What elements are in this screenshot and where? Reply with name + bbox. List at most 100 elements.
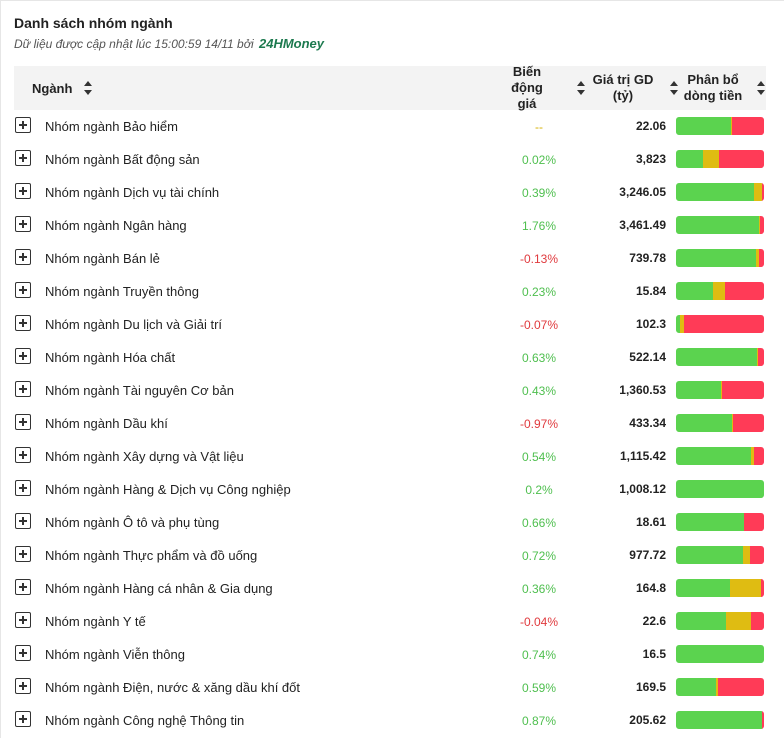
- money-flow-bar: [676, 381, 764, 399]
- sort-icon[interactable]: [577, 81, 585, 95]
- flow-up-segment: [676, 348, 757, 366]
- sector-name[interactable]: Nhóm ngành Du lịch và Giải trí: [45, 317, 223, 332]
- flow-down-segment: [749, 546, 764, 564]
- sector-name[interactable]: Nhóm ngành Dầu khí: [45, 416, 168, 431]
- trade-value: 3,461.49: [619, 218, 666, 232]
- flow-flat-segment: [732, 414, 734, 432]
- expand-plus-icon[interactable]: [15, 711, 31, 727]
- expand-plus-icon[interactable]: [15, 414, 31, 430]
- column-header-change[interactable]: Biến động giá: [497, 64, 557, 111]
- sector-name[interactable]: Nhóm ngành Tài nguyên Cơ bản: [45, 383, 234, 398]
- flow-down-segment: [721, 381, 764, 399]
- sector-name[interactable]: Nhóm ngành Truyền thông: [45, 284, 199, 299]
- column-header-value[interactable]: Giá trị GD (tỷ): [588, 66, 658, 110]
- price-change: 0.43%: [521, 384, 557, 398]
- table-row[interactable]: Nhóm ngành Viễn thông 0.74% 16.5: [14, 638, 766, 671]
- column-header-sector[interactable]: Ngành: [32, 66, 80, 110]
- sector-name[interactable]: Nhóm ngành Dịch vụ tài chính: [45, 185, 220, 200]
- table-row[interactable]: Nhóm ngành Tài nguyên Cơ bản 0.43% 1,360.5…: [14, 374, 766, 407]
- trade-value: 977.72: [629, 548, 666, 562]
- flow-down-segment: [743, 513, 764, 531]
- sector-name[interactable]: Nhóm ngành Y tế: [45, 614, 146, 629]
- money-flow-bar: [676, 117, 764, 135]
- expand-plus-icon[interactable]: [15, 381, 31, 397]
- expand-plus-icon[interactable]: [15, 447, 31, 463]
- sector-name[interactable]: Nhóm ngành Hàng cá nhân & Gia dụng: [45, 581, 273, 596]
- sort-icon[interactable]: [757, 81, 765, 95]
- money-flow-bar: [676, 150, 764, 168]
- trade-value: 22.06: [635, 119, 666, 133]
- trade-value: 1,008.12: [619, 482, 666, 496]
- sector-name[interactable]: Nhóm ngành Ô tô và phụ tùng: [45, 515, 220, 530]
- table-row[interactable]: Nhóm ngành Hàng & Dịch vụ Công nghiệp 0.2…: [14, 473, 766, 506]
- expand-plus-icon[interactable]: [15, 150, 31, 166]
- expand-plus-icon[interactable]: [15, 216, 31, 232]
- sector-name[interactable]: Nhóm ngành Bất động sản: [45, 152, 200, 167]
- flow-up-segment: [676, 249, 757, 267]
- price-change: 1.76%: [521, 219, 557, 233]
- expand-plus-icon[interactable]: [15, 513, 31, 529]
- column-header-change-label-1: Biến động: [511, 64, 543, 95]
- sector-name[interactable]: Nhóm ngành Bán lẻ: [45, 251, 160, 266]
- expand-plus-icon[interactable]: [15, 546, 31, 562]
- table-row[interactable]: Nhóm ngành Ô tô và phụ tùng 0.66% 18.61: [14, 506, 766, 539]
- trade-value: 169.5: [635, 680, 666, 694]
- sector-name[interactable]: Nhóm ngành Xây dựng và Vật liệu: [45, 449, 244, 464]
- sector-name[interactable]: Nhóm ngành Thực phẩm và đồ uống: [45, 548, 258, 563]
- expand-plus-icon[interactable]: [15, 282, 31, 298]
- money-flow-bar: [676, 678, 764, 696]
- trade-value: 102.3: [635, 317, 666, 331]
- trade-value: 22.6: [642, 614, 666, 628]
- sector-name[interactable]: Nhóm ngành Viễn thông: [45, 647, 185, 662]
- column-header-flow-label-1: Phân bổ: [687, 72, 739, 87]
- column-header-flow[interactable]: Phân bổ dòng tiền: [678, 66, 748, 110]
- money-flow-bar: [676, 216, 764, 234]
- expand-plus-icon[interactable]: [15, 480, 31, 496]
- table-row[interactable]: Nhóm ngành Dịch vụ tài chính 0.39% 3,246.0…: [14, 176, 766, 209]
- sector-name[interactable]: Nhóm ngành Hàng & Dịch vụ Công nghiệp: [45, 482, 291, 497]
- table-row[interactable]: Nhóm ngành Công nghệ Thông tin 0.87% 205.6…: [14, 704, 766, 737]
- flow-down-segment: [718, 678, 764, 696]
- flow-up-segment: [676, 678, 716, 696]
- table-row[interactable]: Nhóm ngành Hàng cá nhân & Gia dụng 0.36% 1…: [14, 572, 766, 605]
- expand-plus-icon[interactable]: [15, 315, 31, 331]
- flow-down-segment: [733, 414, 764, 432]
- expand-plus-icon[interactable]: [15, 348, 31, 364]
- sector-name[interactable]: Nhóm ngành Công nghệ Thông tin: [45, 713, 245, 728]
- table-row[interactable]: Nhóm ngành Bảo hiểm -- 22.06: [14, 110, 766, 143]
- page-title: Danh sách nhóm ngành: [14, 15, 173, 31]
- table-row[interactable]: Nhóm ngành Du lịch và Giải trí -0.07% 102.…: [14, 308, 766, 341]
- price-change: -0.04%: [519, 615, 559, 629]
- table-row[interactable]: Nhóm ngành Y tế -0.04% 22.6: [14, 605, 766, 638]
- flow-flat-segment: [715, 678, 719, 696]
- sort-icon[interactable]: [670, 81, 678, 95]
- flow-down-segment: [732, 117, 764, 135]
- expand-plus-icon[interactable]: [15, 117, 31, 133]
- flow-up-segment: [676, 282, 713, 300]
- table-row[interactable]: Nhóm ngành Bán lẻ -0.13% 739.78: [14, 242, 766, 275]
- table-row[interactable]: Nhóm ngành Bất động sản 0.02% 3,823: [14, 143, 766, 176]
- brand-link[interactable]: 24HMoney: [259, 36, 325, 51]
- table-row[interactable]: Nhóm ngành Ngân hàng 1.76% 3,461.49: [14, 209, 766, 242]
- table-row[interactable]: Nhóm ngành Dầu khí -0.97% 433.34: [14, 407, 766, 440]
- table-row[interactable]: Nhóm ngành Hóa chất 0.63% 522.14: [14, 341, 766, 374]
- sort-icon[interactable]: [84, 81, 92, 95]
- expand-plus-icon[interactable]: [15, 645, 31, 661]
- flow-up-segment: [676, 447, 751, 465]
- sector-name[interactable]: Nhóm ngành Hóa chất: [45, 350, 176, 365]
- table-row[interactable]: Nhóm ngành Thực phẩm và đồ uống 0.72% 977.…: [14, 539, 766, 572]
- expand-plus-icon[interactable]: [15, 183, 31, 199]
- expand-plus-icon[interactable]: [15, 612, 31, 628]
- table-row[interactable]: Nhóm ngành Truyền thông 0.23% 15.84: [14, 275, 766, 308]
- expand-plus-icon[interactable]: [15, 678, 31, 694]
- expand-plus-icon[interactable]: [15, 249, 31, 265]
- table-row[interactable]: Nhóm ngành Xây dựng và Vật liệu 0.54% 1,11…: [14, 440, 766, 473]
- money-flow-bar: [676, 447, 764, 465]
- sector-name[interactable]: Nhóm ngành Điện, nước & xăng dầu khí đốt: [45, 680, 300, 695]
- expand-plus-icon[interactable]: [15, 579, 31, 595]
- sector-name[interactable]: Nhóm ngành Bảo hiểm: [45, 119, 178, 134]
- flow-up-segment: [676, 711, 763, 729]
- money-flow-bar: [676, 711, 764, 729]
- sector-name[interactable]: Nhóm ngành Ngân hàng: [45, 218, 187, 233]
- table-row[interactable]: Nhóm ngành Điện, nước & xăng dầu khí đốt…: [14, 671, 766, 704]
